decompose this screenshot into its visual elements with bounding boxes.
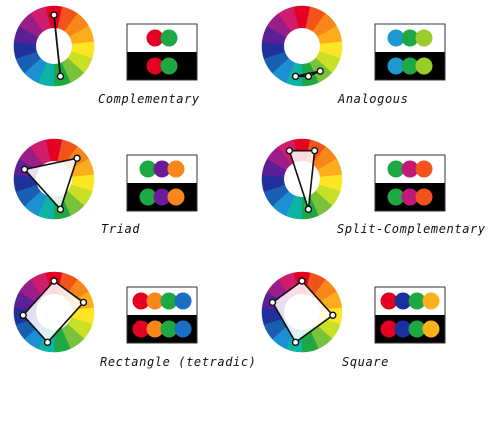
swatch-dot — [132, 320, 150, 338]
swatch-dot — [160, 292, 178, 310]
harmony-marker — [56, 72, 65, 81]
harmony-panel-split-complementary: Split-Complementary — [261, 138, 486, 236]
swatch-dot — [415, 188, 433, 206]
color-wheel — [13, 5, 95, 87]
harmony-panel-square: Square — [261, 271, 446, 369]
harmony-panel-rectangle: Rectangle (tetradic) — [13, 271, 257, 369]
swatch-dot — [160, 29, 178, 47]
swatch-dot — [401, 188, 419, 206]
swatch-card-border — [374, 286, 446, 344]
swatch-dot — [387, 29, 405, 47]
swatch-dot — [139, 188, 157, 206]
swatch-dot — [415, 57, 433, 75]
swatch-card-border — [126, 286, 198, 344]
swatch-dot — [153, 188, 171, 206]
swatch-card — [374, 23, 446, 81]
swatch-dot — [387, 160, 405, 178]
swatch-dot — [387, 188, 405, 206]
harmony-marker — [291, 72, 300, 81]
swatch-card — [126, 23, 198, 81]
harmony-caption: Square — [342, 355, 389, 369]
color-wheel — [261, 271, 343, 353]
harmony-panel-triad: Triad — [13, 138, 198, 236]
swatch-card-border — [374, 154, 446, 212]
wheel-hole — [284, 28, 320, 64]
swatch-dot — [394, 320, 412, 338]
swatch-dot — [146, 292, 164, 310]
harmony-panel-complementary: Complementary — [13, 5, 200, 106]
harmony-line — [53, 14, 62, 77]
color-wheel — [261, 5, 343, 87]
swatch-card — [374, 154, 446, 212]
harmony-marker — [316, 67, 324, 75]
harmony-marker — [20, 165, 29, 174]
harmony-marker — [73, 154, 81, 162]
swatch-dot — [380, 320, 398, 338]
swatch-card — [374, 286, 446, 344]
harmony-marker — [56, 205, 65, 214]
swatch-dot — [380, 292, 398, 310]
swatch-dot — [139, 160, 157, 178]
harmony-marker — [329, 311, 337, 319]
harmony-shape — [288, 149, 316, 211]
harmony-marker — [310, 146, 319, 155]
harmony-marker — [291, 338, 300, 347]
wheel-hole — [36, 28, 72, 64]
harmony-panel-analogous: Analogous — [261, 5, 446, 106]
swatch-dot — [394, 292, 412, 310]
harmony-caption: Analogous — [337, 92, 408, 106]
color-wheel — [13, 271, 95, 353]
swatch-card — [126, 154, 198, 212]
harmony-marker — [43, 338, 52, 347]
swatch-card — [126, 286, 198, 344]
harmony-caption: Triad — [101, 222, 140, 236]
swatch-dot — [153, 160, 171, 178]
swatch-dot — [408, 320, 426, 338]
swatch-card-border — [374, 23, 446, 81]
swatch-dot — [422, 292, 440, 310]
harmony-caption: Complementary — [98, 92, 200, 106]
swatch-dot — [146, 320, 164, 338]
swatch-dot — [387, 57, 405, 75]
harmony-marker — [298, 277, 306, 285]
harmony-marker — [79, 298, 88, 307]
swatch-dot — [167, 188, 185, 206]
swatch-dot — [174, 292, 192, 310]
harmony-marker — [19, 311, 27, 319]
harmony-marker — [285, 146, 294, 155]
swatch-dot — [132, 292, 150, 310]
swatch-dot — [160, 320, 178, 338]
swatch-dot — [422, 320, 440, 338]
harmony-shape — [23, 157, 78, 211]
swatch-dot — [160, 57, 178, 75]
harmony-marker — [304, 72, 313, 81]
swatch-dot — [146, 29, 164, 47]
swatch-dot — [415, 160, 433, 178]
swatch-card-border — [126, 154, 198, 212]
color-wheel — [261, 138, 343, 220]
swatch-card-border — [126, 23, 198, 81]
swatch-dot — [146, 57, 164, 75]
harmony-caption: Rectangle (tetradic) — [100, 355, 257, 369]
color-wheel — [13, 138, 95, 220]
harmony-marker — [304, 205, 313, 214]
swatch-dot — [167, 160, 185, 178]
swatch-dot — [174, 320, 192, 338]
harmony-caption: Split-Complementary — [337, 222, 486, 236]
harmony-marker — [268, 298, 277, 307]
swatch-dot — [408, 292, 426, 310]
swatch-dot — [401, 57, 419, 75]
swatch-dot — [415, 29, 433, 47]
harmony-marker — [50, 11, 58, 19]
swatch-dot — [401, 29, 419, 47]
harmony-marker — [50, 277, 58, 285]
swatch-dot — [401, 160, 419, 178]
